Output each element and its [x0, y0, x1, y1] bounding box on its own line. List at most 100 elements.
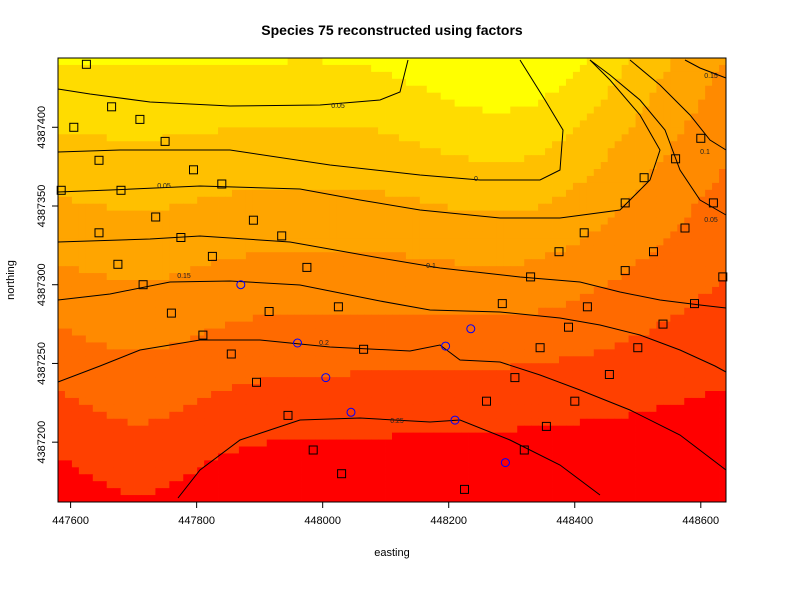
- heatmap-cell: [378, 71, 386, 80]
- heatmap-cell: [691, 335, 699, 343]
- heatmap-cell: [85, 266, 94, 274]
- heatmap-cell: [113, 307, 122, 316]
- heatmap-cell: [225, 134, 233, 142]
- heatmap-cell: [85, 71, 94, 80]
- heatmap-cell: [85, 127, 94, 135]
- heatmap-cell: [698, 169, 706, 177]
- heatmap-cell: [621, 224, 629, 232]
- heatmap-cell: [308, 391, 316, 399]
- heatmap-cell: [475, 71, 483, 80]
- heatmap-cell: [71, 252, 80, 260]
- heatmap-cell: [552, 71, 560, 80]
- heatmap-cell: [141, 252, 149, 260]
- heatmap-cell: [677, 286, 685, 295]
- heatmap-cell: [259, 266, 268, 274]
- heatmap-cell: [719, 155, 727, 163]
- heatmap-cell: [78, 259, 87, 267]
- heatmap-cell: [461, 85, 469, 94]
- heatmap-cell: [538, 266, 546, 274]
- heatmap-cell: [218, 189, 226, 198]
- heatmap-cell: [113, 155, 122, 163]
- heatmap-cell: [371, 342, 379, 350]
- heatmap-cell: [266, 182, 275, 191]
- heatmap-cell: [691, 217, 699, 225]
- heatmap-cell: [586, 175, 595, 184]
- heatmap-cell: [454, 404, 462, 413]
- heatmap-cell: [440, 99, 449, 107]
- heatmap-cell: [273, 58, 282, 66]
- heatmap-cell: [245, 411, 254, 420]
- heatmap-cell: [656, 175, 664, 184]
- heatmap-cell: [78, 141, 87, 149]
- heatmap-cell: [197, 404, 205, 413]
- heatmap-cell: [433, 252, 442, 260]
- heatmap-cell: [656, 99, 664, 107]
- heatmap-cell: [684, 196, 692, 205]
- heatmap-cell: [336, 134, 344, 142]
- heatmap-cell: [211, 85, 219, 94]
- heatmap-cell: [586, 127, 595, 135]
- heatmap-cell: [106, 238, 115, 246]
- heatmap-cell: [238, 92, 247, 101]
- heatmap-cell: [162, 162, 170, 170]
- heatmap-cell: [552, 266, 560, 274]
- heatmap-cell: [412, 397, 421, 406]
- heatmap-cell: [148, 342, 156, 350]
- heatmap-cell: [183, 266, 191, 274]
- heatmap-cell: [120, 266, 128, 274]
- heatmap-cell: [600, 286, 609, 295]
- heatmap-cell: [419, 273, 428, 281]
- heatmap-cell: [273, 175, 282, 184]
- heatmap-cell: [635, 175, 643, 184]
- heatmap-cell: [176, 134, 184, 142]
- heatmap-cell: [712, 169, 720, 177]
- heatmap-cell: [378, 328, 386, 336]
- heatmap-cell: [287, 134, 295, 142]
- heatmap-cell: [71, 203, 80, 212]
- heatmap-cell: [71, 113, 80, 121]
- heatmap-cell: [496, 411, 504, 420]
- heatmap-cell: [565, 58, 574, 66]
- heatmap-cell: [78, 238, 87, 246]
- heatmap-cell: [461, 377, 469, 385]
- heatmap-cell: [433, 120, 442, 128]
- heatmap-cell: [336, 231, 344, 239]
- heatmap-cell: [642, 169, 650, 177]
- heatmap-cell: [538, 245, 546, 253]
- heatmap-cell: [238, 328, 247, 336]
- heatmap-cell: [148, 231, 156, 239]
- heatmap-cell: [378, 175, 386, 184]
- heatmap-cell: [642, 252, 650, 260]
- heatmap-cell: [280, 113, 289, 121]
- heatmap-cell: [134, 196, 142, 205]
- heatmap-cell: [315, 162, 323, 170]
- heatmap-cell: [287, 210, 295, 218]
- heatmap-cell: [364, 300, 372, 309]
- heatmap-cell: [259, 141, 268, 149]
- heatmap-cell: [371, 189, 379, 198]
- heatmap-cell: [120, 85, 128, 94]
- heatmap-cell: [134, 78, 142, 87]
- heatmap-cell: [106, 307, 115, 316]
- heatmap-cell: [245, 64, 254, 73]
- heatmap-cell: [315, 384, 323, 392]
- heatmap-cell: [245, 314, 254, 323]
- heatmap-cell: [405, 245, 414, 253]
- heatmap-cell: [350, 314, 358, 323]
- heatmap-cell: [642, 314, 650, 323]
- heatmap-cell: [447, 155, 456, 163]
- heatmap-cell: [322, 335, 330, 343]
- heatmap-cell: [565, 404, 574, 413]
- heatmap-cell: [350, 64, 358, 73]
- heatmap-cell: [545, 384, 553, 392]
- heatmap-cell: [197, 196, 205, 205]
- heatmap-cell: [565, 196, 574, 205]
- heatmap-cell: [134, 363, 142, 371]
- heatmap-cell: [677, 196, 685, 205]
- heatmap-cell: [607, 384, 616, 392]
- heatmap-cell: [461, 120, 469, 128]
- heatmap-cell: [245, 106, 254, 114]
- heatmap-cell: [315, 356, 323, 364]
- heatmap-cell: [294, 259, 302, 267]
- heatmap-cell: [496, 356, 504, 364]
